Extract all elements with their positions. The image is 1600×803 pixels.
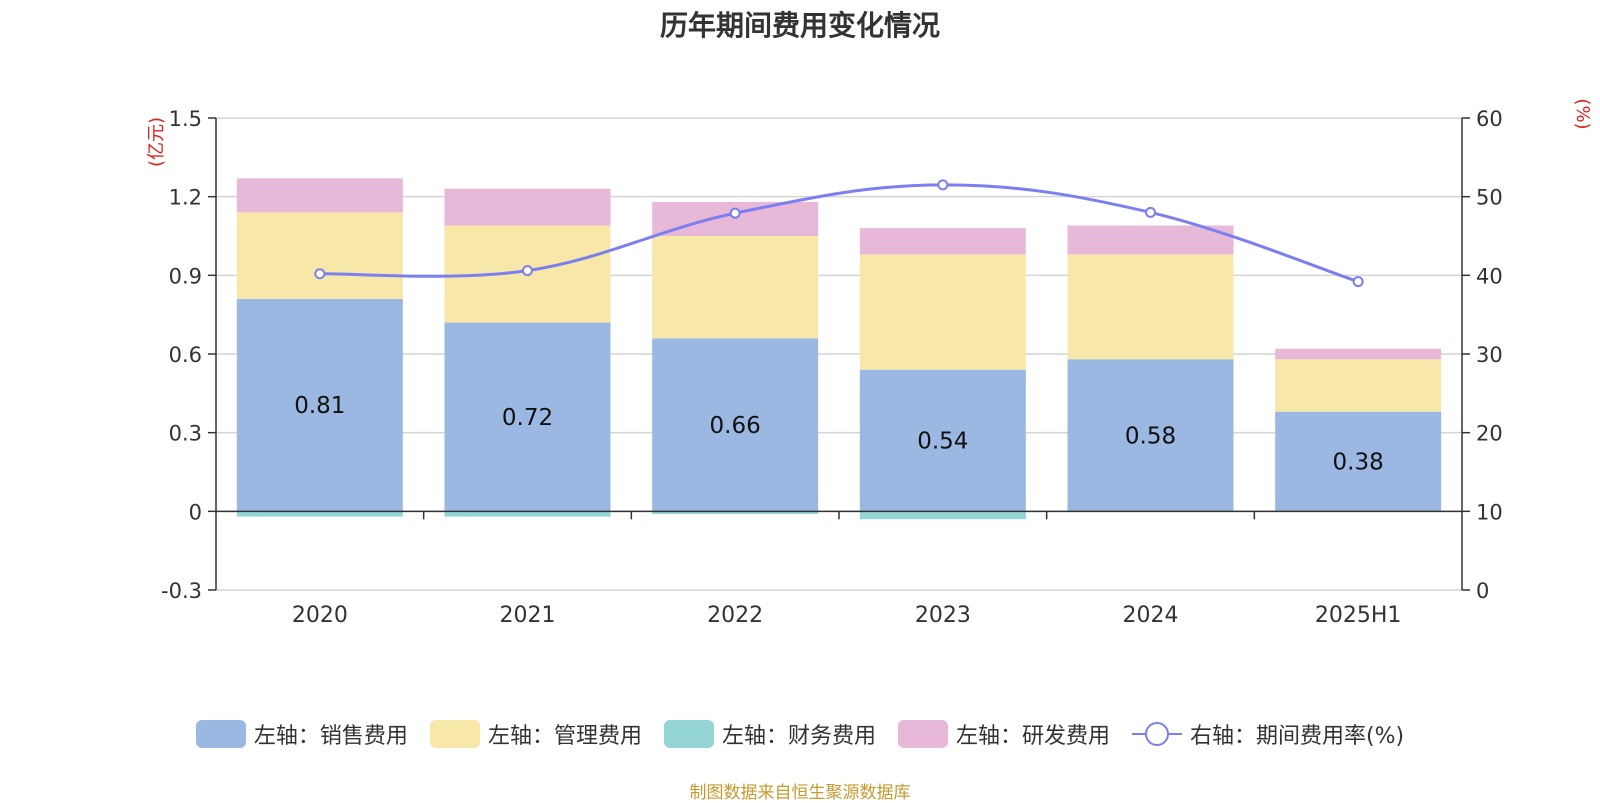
- x-axis-tick-label: 2021: [500, 603, 556, 628]
- bar-data-label: 0.54: [917, 429, 968, 455]
- expense-rate-point: [314, 268, 326, 280]
- legend-label-finance: 左轴：财务费用: [721, 724, 876, 749]
- left-axis-tick-label: 0: [189, 500, 202, 524]
- legend-item-sales[interactable]: 左轴：销售费用: [195, 718, 408, 750]
- expense-rate-point: [522, 265, 533, 277]
- expense-rate-point: [1352, 276, 1364, 288]
- right-axis-tick-label: 20: [1476, 422, 1503, 446]
- bar-sales: [1275, 411, 1442, 512]
- left-axis-unit-label: (亿元): [146, 117, 167, 167]
- bar-rnd: [1275, 348, 1442, 360]
- bar-finance: [859, 511, 1026, 520]
- expense-rate-point: [729, 207, 741, 219]
- right-axis-tick-label: 50: [1476, 186, 1503, 210]
- bar-sales: [652, 338, 819, 512]
- x-axis-tick-label: 2025H1: [1315, 603, 1402, 628]
- bar-admin: [236, 212, 403, 299]
- bar-data-label: 0.66: [710, 413, 761, 439]
- bar-finance: [236, 511, 403, 517]
- x-axis-tick-label: 2020: [292, 603, 348, 628]
- bar-rnd: [444, 188, 611, 226]
- right-axis-tick-label: 10: [1476, 500, 1503, 524]
- left-axis-tick-label: 0.3: [169, 422, 202, 446]
- expense-rate-line: [319, 183, 1359, 284]
- legend-item-rnd[interactable]: 左轴：研发费用: [897, 718, 1110, 750]
- bar-admin: [859, 254, 1026, 370]
- legend-swatch-expense-rate: [1131, 720, 1182, 748]
- right-axis-tick-label: 60: [1476, 107, 1503, 131]
- bar-admin: [652, 236, 819, 339]
- bar-sales: [444, 322, 611, 512]
- bar-finance: [652, 511, 819, 514]
- legend-item-admin[interactable]: 左轴：管理费用: [429, 718, 642, 750]
- left-axis-tick-label: -0.3: [161, 579, 202, 603]
- bar-data-label: 0.58: [1125, 423, 1176, 449]
- legend-item-expense-rate[interactable]: 右轴：期间费用率(%): [1131, 718, 1405, 750]
- bar-rnd: [859, 228, 1026, 255]
- bar-finance: [444, 511, 611, 517]
- bar-sales: [859, 369, 1026, 512]
- legend-label-expense-rate: 右轴：期间费用率(%): [1189, 724, 1405, 749]
- bar-rnd: [652, 201, 819, 236]
- legend-swatch-admin: [429, 720, 480, 748]
- data-source-note: 制图数据来自恒生聚源数据库: [689, 783, 911, 803]
- bar-sales: [1067, 359, 1234, 512]
- bar-data-label: 0.72: [502, 405, 553, 431]
- bar-sales: [236, 298, 403, 512]
- bar-data-label: 0.38: [1333, 450, 1384, 476]
- legend-item-finance[interactable]: 左轴：财务费用: [663, 718, 876, 750]
- left-axis-tick-label: 0.6: [169, 343, 202, 367]
- right-axis-tick-label: 30: [1476, 343, 1503, 367]
- chart-title: 历年期间费用变化情况: [659, 9, 940, 42]
- legend-swatch-finance: [663, 720, 714, 748]
- legend-label-sales: 左轴：销售费用: [253, 724, 408, 749]
- left-axis-tick-label: 1.2: [169, 186, 202, 210]
- legend-swatch-sales: [195, 720, 246, 748]
- left-axis-tick-label: 0.9: [169, 264, 202, 288]
- right-axis-tick-label: 40: [1476, 264, 1503, 288]
- chart-legend: 左轴：销售费用 左轴：管理费用 左轴：财务费用 左轴：研发费用 右轴：期间费用率…: [0, 718, 1600, 750]
- bar-data-label: 0.81: [294, 393, 345, 419]
- right-axis-tick-label: 0: [1476, 579, 1489, 603]
- left-axis-tick-label: 1.5: [169, 107, 202, 131]
- legend-swatch-rnd: [897, 720, 948, 748]
- bar-rnd: [236, 178, 403, 213]
- x-axis-tick-label: 2024: [1123, 603, 1179, 628]
- bar-rnd: [1067, 225, 1234, 255]
- legend-label-admin: 左轴：管理费用: [487, 724, 642, 749]
- expense-rate-point: [937, 179, 949, 191]
- bar-admin: [1067, 254, 1234, 360]
- expense-rate-point: [1145, 206, 1156, 218]
- legend-label-rnd: 左轴：研发费用: [955, 724, 1110, 749]
- x-axis-tick-label: 2023: [915, 603, 971, 628]
- x-axis-tick-label: 2022: [707, 603, 763, 628]
- right-axis-unit-label: (%): [1572, 98, 1593, 129]
- bar-admin: [1275, 359, 1442, 412]
